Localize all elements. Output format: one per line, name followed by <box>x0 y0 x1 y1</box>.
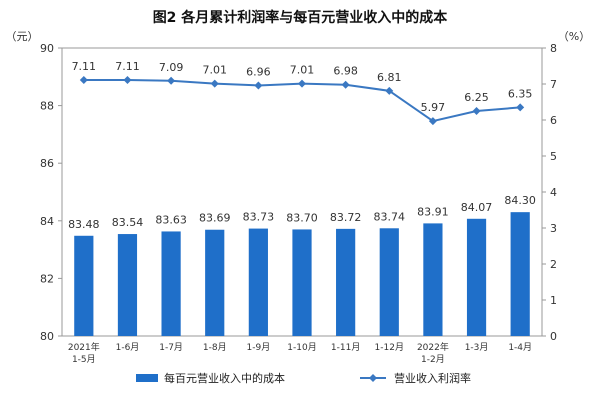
line-data-label: 7.01 <box>202 64 227 77</box>
bar <box>510 212 530 336</box>
bar <box>205 229 225 336</box>
bar <box>117 234 138 336</box>
left-axis-tick-label: 82 <box>40 272 54 285</box>
right-axis-tick-label: 8 <box>550 42 557 55</box>
line-data-label: 7.01 <box>290 64 315 77</box>
right-axis-tick-label: 5 <box>550 150 557 163</box>
data-labels: 83.48 83.54 83.63 83.69 83.73 83.70 83.72 83.74… <box>68 60 536 231</box>
line-data-label: 6.81 <box>377 71 402 84</box>
left-axis-tick-label: 84 <box>40 215 54 228</box>
bar <box>466 218 487 336</box>
line-data-label: 7.11 <box>72 60 97 73</box>
right-axis-tick-label: 7 <box>550 78 557 91</box>
line-data-label: 6.35 <box>508 87 533 100</box>
bar <box>161 231 181 336</box>
left-axis-tick-label: 86 <box>40 157 54 170</box>
bar-data-label: 84.07 <box>461 201 493 214</box>
bar <box>292 229 312 336</box>
legend: 每百元营业收入中的成本 营业收入利润率 <box>136 371 471 385</box>
right-axis-tick-label: 2 <box>550 258 557 271</box>
x-tick-label: 2022年 <box>417 341 449 353</box>
line-point <box>428 117 437 126</box>
bar-data-label: 83.74 <box>374 210 406 223</box>
bar-data-label: 83.48 <box>68 218 100 231</box>
legend-swatch-bar <box>136 374 158 382</box>
bar <box>423 223 443 336</box>
line-point <box>472 107 481 115</box>
bar-data-label: 83.69 <box>199 212 231 225</box>
x-tick-label: 1-8月 <box>203 342 227 353</box>
chart-title: 图2 各月累计利润率与每百元营业收入中的成本 <box>153 9 449 26</box>
bar <box>248 228 268 336</box>
x-tick-label: 1-3月 <box>465 342 489 353</box>
line-point <box>341 80 350 89</box>
bar-data-label: 84.30 <box>504 194 536 207</box>
legend-label-line: 营业收入利润率 <box>394 371 471 385</box>
left-axis-tick-label: 88 <box>40 100 54 113</box>
line-point <box>516 103 525 112</box>
right-axis-tick-label: 0 <box>550 330 557 343</box>
x-tick-label: 1-4月 <box>508 342 532 353</box>
bar-data-label: 83.91 <box>417 205 449 218</box>
right-axis-tick-label: 1 <box>550 294 557 307</box>
bar <box>336 228 356 336</box>
line-point <box>79 76 88 85</box>
x-tick-label: 1-11月 <box>331 342 360 353</box>
bar-data-label: 83.63 <box>155 213 187 226</box>
right-axis-tick-label: 3 <box>550 222 557 235</box>
line-data-label: 6.98 <box>333 65 358 78</box>
line-data-label: 7.09 <box>159 61 184 74</box>
line-point <box>210 79 219 88</box>
line-point <box>254 81 263 90</box>
x-tick-label: 1-2月 <box>421 354 445 365</box>
left-axis-tick-label: 80 <box>40 330 54 343</box>
line-point <box>298 79 306 88</box>
line-data-label: 7.11 <box>115 60 140 73</box>
bar-data-label: 83.54 <box>112 216 144 229</box>
line-data-label: 6.96 <box>246 65 271 78</box>
line-series <box>79 76 525 126</box>
line-data-label: 6.25 <box>464 91 489 104</box>
left-axis-unit: （元） <box>6 30 39 43</box>
right-axis-tick-label: 4 <box>550 186 557 199</box>
x-tick-label: 1-5月 <box>72 354 96 365</box>
x-tick-label: 1-9月 <box>247 342 271 353</box>
bar-data-label: 83.72 <box>330 211 362 224</box>
x-tick-label: 1-7月 <box>159 342 183 353</box>
legend-label-bar: 每百元营业收入中的成本 <box>164 371 285 385</box>
line-point <box>385 86 394 95</box>
x-tick-label: 1-6月 <box>116 342 140 353</box>
right-axis-unit: （%） <box>558 30 590 43</box>
bar-data-label: 83.73 <box>243 211 275 224</box>
legend-swatch-marker <box>369 374 377 382</box>
line-data-label: 5.97 <box>421 101 446 114</box>
x-tick-label: 1-12月 <box>375 342 404 353</box>
left-axis-tick-label: 90 <box>40 42 54 55</box>
x-tick-label: 2021年 <box>68 341 100 353</box>
bar <box>74 235 94 336</box>
bar <box>379 228 399 336</box>
line-point <box>167 76 176 85</box>
line-point <box>123 76 132 85</box>
bar-data-label: 83.70 <box>286 211 318 224</box>
bar-series <box>74 212 530 336</box>
x-tick-label: 1-10月 <box>287 342 316 353</box>
right-axis-tick-label: 6 <box>550 114 557 127</box>
